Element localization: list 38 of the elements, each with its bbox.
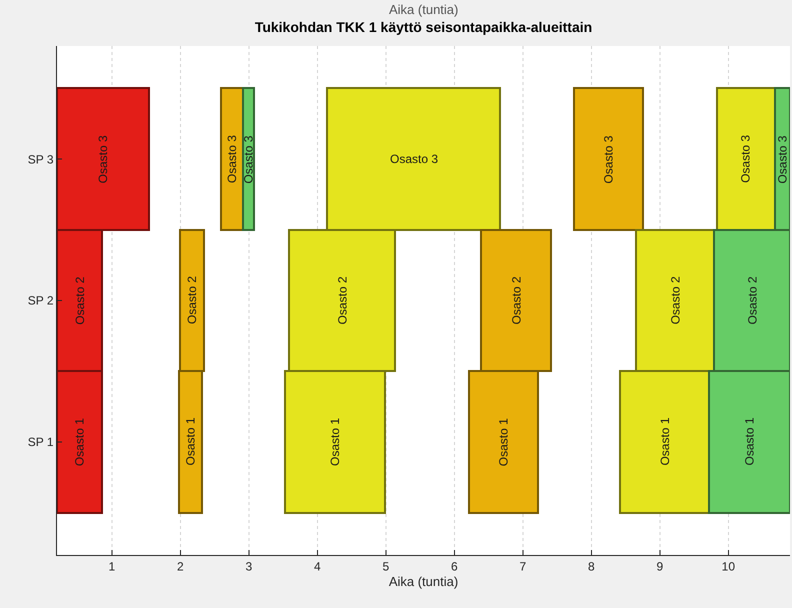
data-label: Osasto 3	[96, 135, 110, 184]
x-tick-label: 2	[176, 559, 184, 574]
x-tick-label: 7	[519, 559, 526, 574]
data-label: Osasto 1	[742, 417, 757, 466]
data-label: Osasto 3	[775, 135, 790, 184]
bar	[573, 87, 644, 231]
chart-title: Tukikohdan TKK 1 käyttö seisontapaikka-alueittain	[254, 18, 592, 35]
data-label: Osasto 2	[72, 276, 87, 325]
data-label: Osasto 3	[738, 134, 753, 183]
x-tick-label: 5	[382, 559, 390, 574]
data-label: Osasto 1	[184, 417, 198, 466]
x-tick-label: 9	[656, 559, 664, 574]
data-label: Osasto 3	[241, 135, 256, 184]
text: Aika (tuntia)	[389, 2, 458, 17]
data-label: Osasto 3	[224, 134, 239, 184]
data-label: Osasto 2	[509, 276, 524, 324]
bar	[716, 87, 776, 231]
y-tick-label: SP 1	[28, 435, 54, 450]
data-label: Osasto 1	[328, 418, 342, 466]
x-axis-title: Aika (tuntia)	[388, 574, 458, 589]
data-label: Osasto 1	[496, 418, 510, 466]
y-tick-label: SP 3	[28, 152, 54, 166]
x-tick-label: 4	[314, 559, 321, 574]
x-tick-label: 10	[722, 559, 736, 574]
data-label: Osasto 2	[668, 276, 682, 324]
data-label: Osasto 3	[390, 152, 438, 166]
x-tick-label: 1	[108, 559, 116, 574]
data-label: Osasto 3	[601, 135, 616, 184]
data-label: Osasto 1	[72, 418, 86, 466]
x-tick-label: 3	[245, 559, 252, 574]
bar	[242, 87, 255, 231]
y-tick-label: SP 2	[28, 294, 54, 308]
x-tick-label: 6	[450, 559, 458, 574]
data-label: Osasto 2	[745, 276, 760, 324]
data-label: Osasto 2	[185, 276, 200, 324]
data-label: Osasto 1	[658, 417, 672, 466]
data-label: Osasto 2	[335, 276, 350, 324]
x-tick-label: 8	[588, 559, 595, 574]
